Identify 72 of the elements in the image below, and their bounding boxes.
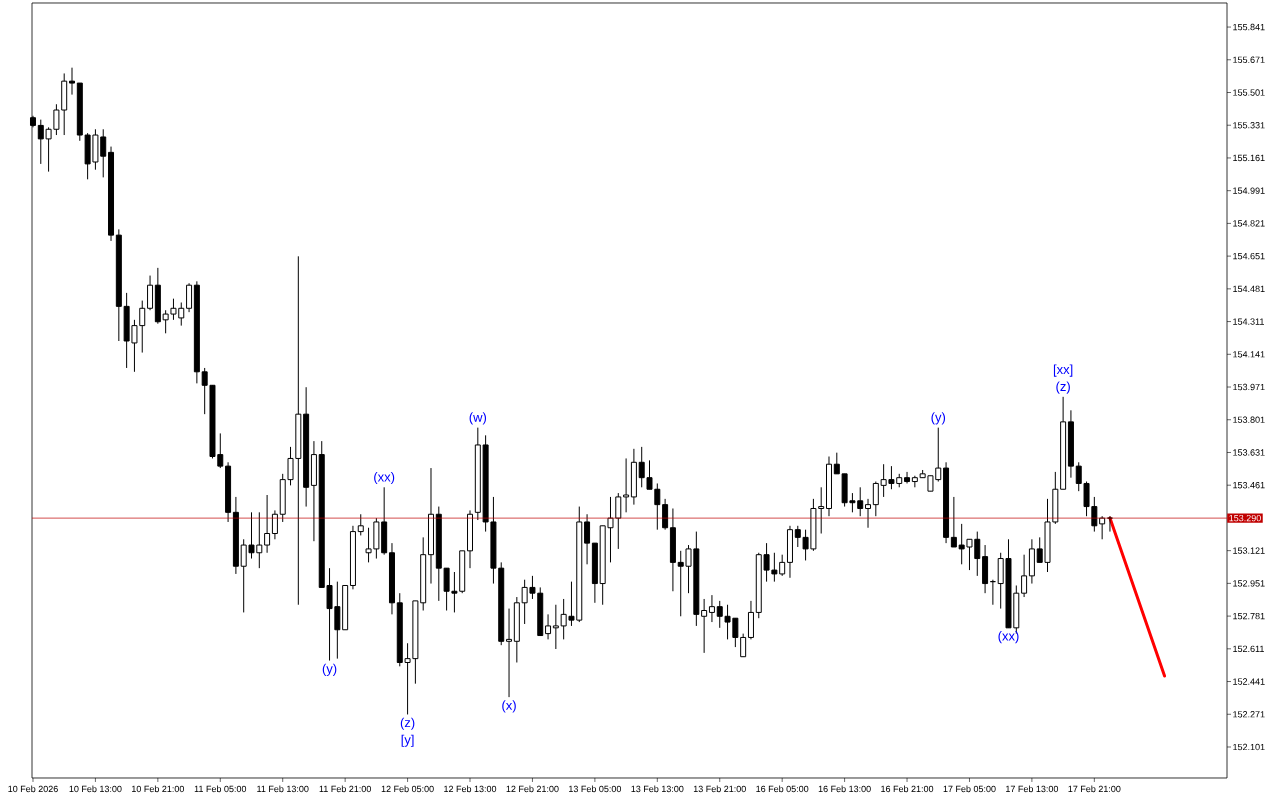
x-tick-label: 11 Feb 21:00 (319, 785, 371, 793)
y-tick-label: 155.671 (1233, 56, 1265, 63)
candlestick (740, 633, 747, 658)
y-tick-label: 154.141 (1233, 351, 1265, 358)
candlestick (701, 598, 708, 654)
candlestick (552, 604, 559, 650)
y-tick-label: 152.271 (1233, 711, 1265, 718)
candlestick (865, 498, 872, 529)
annotation: (xx) (998, 631, 1019, 644)
x-tick-label: 13 Feb 05:00 (569, 785, 622, 793)
candlestick (69, 67, 75, 96)
annotation: (y) (931, 412, 946, 425)
y-tick-label: 155.501 (1233, 89, 1265, 96)
x-tick-label: 10 Feb 2026 (8, 785, 58, 793)
y-tick-label: 153.631 (1233, 449, 1265, 456)
annotation: (x) (502, 700, 516, 713)
x-tick-label: 12 Feb 13:00 (444, 785, 497, 793)
x-tick-label: 10 Feb 21:00 (132, 785, 185, 793)
y-tick-label: 154.311 (1233, 318, 1264, 325)
candlestick (623, 457, 630, 513)
x-tick-label: 16 Feb 13:00 (818, 785, 871, 793)
y-tick-label: 154.481 (1233, 285, 1265, 293)
ref-line-label: 153.290 (1229, 514, 1261, 522)
x-tick-label: 13 Feb 21:00 (693, 785, 746, 793)
candlestick (506, 608, 513, 698)
y-tick-label: 154.821 (1233, 220, 1265, 227)
candlestick (264, 494, 271, 554)
x-tick-label: 11 Feb 13:00 (257, 785, 309, 793)
annotation: (y) (322, 663, 337, 676)
y-tick-label: 155.331 (1233, 122, 1265, 129)
candlestick (1099, 515, 1106, 540)
candlestick (1021, 554, 1028, 598)
x-tick-label: 16 Feb 21:00 (881, 785, 934, 793)
y-tick-label: 154.991 (1233, 187, 1265, 194)
x-tick-label: 16 Feb 05:00 (756, 785, 809, 793)
candlestick (708, 594, 715, 623)
y-tick-label: 153.461 (1233, 482, 1265, 489)
annotation: (z) (1056, 381, 1070, 394)
candlestick (662, 498, 669, 531)
x-tick-label: 13 Feb 13:00 (631, 785, 684, 793)
annotation: [y] (401, 734, 414, 747)
x-tick-label: 10 Feb 13:00 (69, 785, 122, 793)
y-tick-label: 153.971 (1233, 383, 1265, 391)
y-tick-label: 153.801 (1233, 416, 1265, 423)
y-tick-label: 152.611 (1233, 645, 1264, 653)
candlestick (904, 471, 911, 484)
candlestick (615, 492, 622, 550)
y-tick-label: 152.441 (1233, 678, 1265, 685)
x-tick-label: 17 Feb 05:00 (943, 785, 996, 793)
candlestick (950, 496, 957, 548)
y-tick-label: 154.651 (1233, 252, 1265, 260)
annotation: (w) (469, 412, 487, 425)
x-tick-label: 11 Feb 05:00 (194, 785, 247, 793)
candlestick (186, 282, 193, 313)
y-tick-label: 155.161 (1233, 154, 1265, 162)
x-tick-label: 12 Feb 05:00 (381, 785, 434, 793)
y-tick-label: 152.781 (1233, 612, 1265, 620)
candlestick (545, 613, 552, 640)
y-tick-label: 152.101 (1233, 743, 1265, 751)
candlestick (271, 509, 278, 540)
y-tick-label: 153.121 (1233, 547, 1265, 554)
candlestick (584, 513, 591, 565)
candlestick (147, 275, 154, 311)
candlestick (357, 513, 364, 536)
annotation: (z) (400, 717, 415, 730)
x-tick-label: 17 Feb 13:00 (1006, 785, 1059, 793)
x-tick-label: 12 Feb 21:00 (506, 785, 559, 793)
annotation: (xx) (374, 472, 395, 485)
y-tick-label: 155.841 (1233, 23, 1265, 31)
y-tick-label: 152.951 (1233, 580, 1265, 587)
x-tick-label: 17 Feb 21:00 (1068, 785, 1121, 793)
annotation: [xx] (1053, 364, 1073, 377)
